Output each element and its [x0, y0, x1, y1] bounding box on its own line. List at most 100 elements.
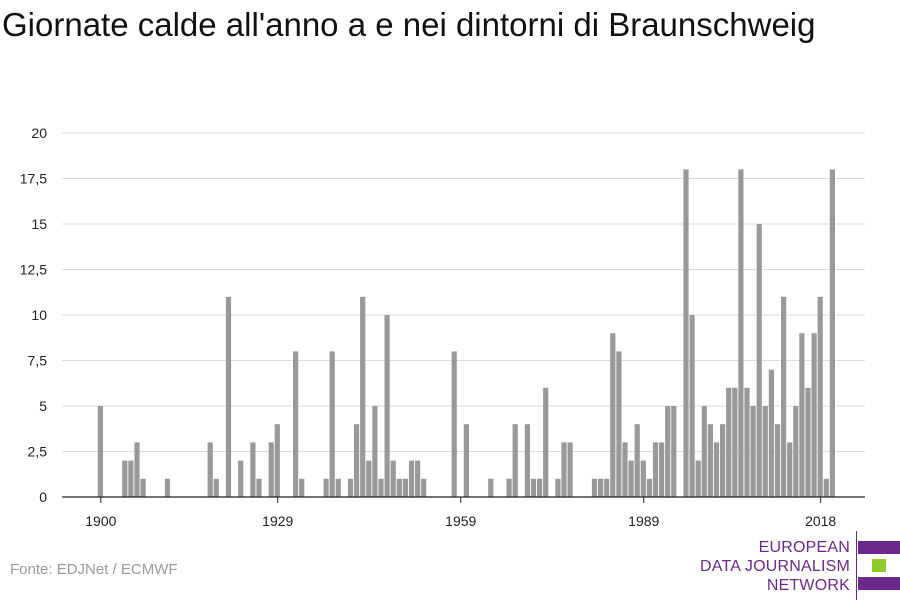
bar [817, 296, 823, 497]
bar [768, 369, 774, 497]
bar [268, 442, 274, 497]
source-note: Fonte: EDJNet / ECMWF [10, 561, 178, 578]
bar [213, 478, 219, 497]
x-axis-ticks: 1900 1929 1959 1989 2018 [85, 497, 836, 529]
bar [774, 424, 781, 497]
bar [555, 478, 561, 497]
bar [402, 478, 408, 497]
bar [701, 406, 707, 497]
bar [463, 424, 469, 497]
bar [122, 460, 128, 497]
x-tick-label: 1929 [262, 513, 293, 529]
bar [530, 478, 537, 497]
x-tick-label: 2018 [805, 513, 836, 529]
logo-bar-3 [858, 577, 900, 590]
bar [238, 460, 244, 497]
edjnet-logo[interactable]: EUROPEAN DATA JOURNALISM NETWORK [700, 531, 900, 600]
bar [421, 478, 427, 497]
bars [97, 169, 835, 497]
y-tick-label: 20 [31, 125, 47, 141]
y-tick-label: 5 [39, 398, 47, 414]
y-tick-label: 0 [39, 489, 47, 505]
x-tick-label: 1959 [445, 513, 476, 529]
bar [274, 424, 280, 497]
logo-bar-1 [858, 541, 900, 554]
y-tick-label: 10 [31, 307, 47, 323]
y-tick-label: 2,5 [28, 444, 48, 460]
bar [561, 442, 567, 497]
bar [299, 478, 305, 497]
bar [598, 478, 604, 497]
y-axis-labels: 0 2,5 5 7,5 10 12,5 15 17,5 20 [20, 125, 47, 505]
bar [610, 333, 616, 497]
bar [744, 387, 750, 497]
bar [537, 478, 543, 497]
bar [354, 424, 360, 497]
bar [329, 351, 335, 497]
bar [408, 460, 415, 497]
bar [323, 478, 329, 497]
bar [781, 296, 787, 497]
bar [707, 424, 713, 497]
bar [335, 478, 341, 497]
bar [378, 478, 384, 497]
bar [652, 442, 659, 497]
bar [250, 442, 256, 497]
bar [738, 169, 744, 497]
y-tick-label: 15 [31, 216, 47, 232]
bar [634, 424, 640, 497]
bar [671, 406, 677, 497]
bar [372, 406, 378, 497]
grid-lines [62, 132, 865, 452]
bar [506, 478, 512, 497]
chart-title: Giornate calde all'anno a e nei dintorni… [2, 6, 816, 43]
bar [787, 442, 793, 497]
y-tick-label: 12,5 [20, 262, 47, 278]
y-tick-label: 17,5 [20, 171, 47, 187]
bar [622, 442, 628, 497]
bar [524, 424, 530, 497]
bar [646, 478, 652, 497]
bar [823, 478, 829, 497]
bar [756, 224, 762, 497]
bar [293, 351, 299, 497]
bar [713, 442, 720, 497]
bar [543, 387, 549, 497]
bar [134, 442, 140, 497]
bar [720, 424, 726, 497]
bar [604, 478, 610, 497]
logo-divider [856, 531, 857, 600]
bar [695, 460, 701, 497]
bar-chart: 0 2,5 5 7,5 10 12,5 15 17,5 20 1900 1929 1959 1989 2… [20, 125, 865, 529]
bar [793, 406, 799, 497]
bar [384, 315, 390, 497]
bar [360, 296, 366, 497]
logo-line-3: NETWORK [766, 577, 850, 594]
x-tick-label: 1989 [628, 513, 659, 529]
bar [750, 406, 756, 497]
y-tick-label: 7,5 [28, 353, 48, 369]
bar [811, 333, 817, 497]
logo-bar-2 [872, 559, 886, 572]
bar [256, 478, 262, 497]
bar [799, 333, 805, 497]
bar [140, 478, 146, 497]
bar [628, 460, 634, 497]
logo-line-2: DATA JOURNALISM [700, 558, 850, 575]
logo-line-1: EUROPEAN [758, 539, 850, 556]
bar [732, 387, 738, 497]
bar [640, 460, 646, 497]
x-tick-label: 1900 [85, 513, 116, 529]
bar [207, 442, 213, 497]
bar [591, 478, 598, 497]
bar [390, 460, 396, 497]
bar [659, 442, 665, 497]
bar [415, 460, 421, 497]
bar [512, 424, 518, 497]
bar [347, 478, 354, 497]
bar [128, 460, 134, 497]
bar [683, 169, 689, 497]
bar [616, 351, 622, 497]
bar [97, 406, 103, 497]
bar [488, 478, 494, 497]
